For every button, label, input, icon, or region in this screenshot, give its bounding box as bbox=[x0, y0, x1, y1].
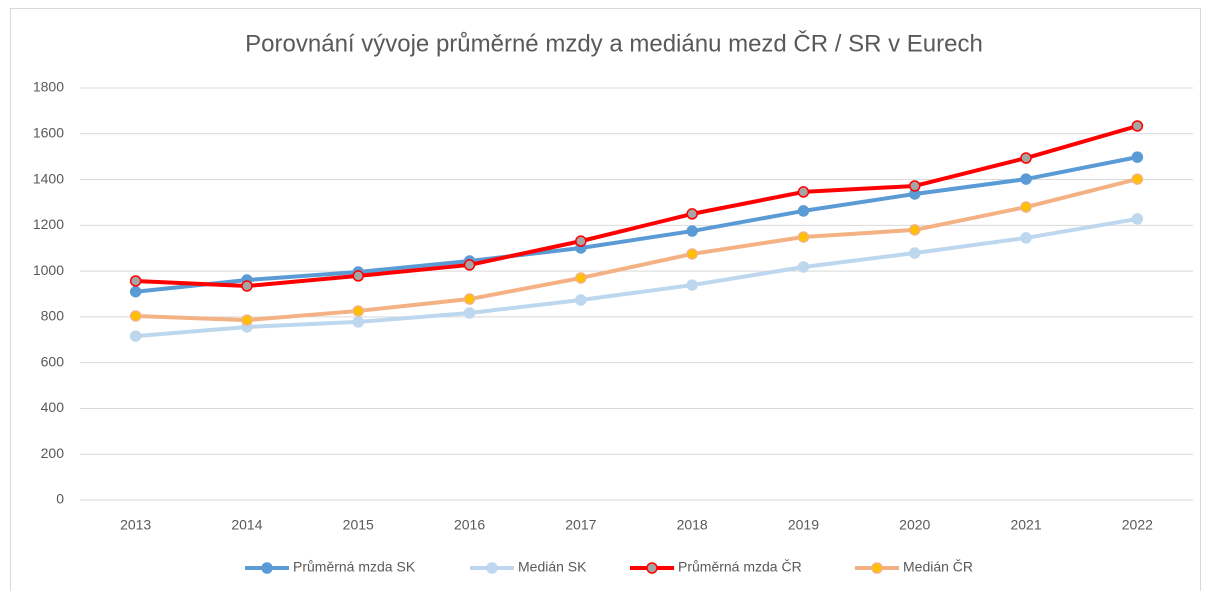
data-point bbox=[686, 208, 698, 220]
chart-title: Porovnání vývoje průměrné mzdy a mediánu… bbox=[245, 29, 983, 57]
y-tick-label: 1800 bbox=[33, 79, 64, 95]
x-tick-label: 2016 bbox=[454, 517, 485, 533]
x-tick-label: 2017 bbox=[565, 517, 596, 533]
y-tick-label: 600 bbox=[41, 353, 65, 369]
data-point bbox=[575, 294, 587, 306]
data-point bbox=[352, 305, 364, 317]
data-point bbox=[797, 205, 810, 217]
data-point bbox=[797, 231, 810, 243]
x-tick-label: 2013 bbox=[120, 517, 151, 533]
legend-marker bbox=[646, 562, 658, 574]
y-tick-label: 0 bbox=[56, 491, 64, 507]
data-point bbox=[352, 316, 364, 328]
data-point bbox=[129, 275, 142, 287]
legend-marker bbox=[871, 562, 883, 574]
data-point bbox=[909, 247, 921, 259]
data-point bbox=[352, 270, 364, 282]
data-point bbox=[129, 330, 142, 342]
data-point bbox=[463, 293, 476, 305]
series-line bbox=[135, 216, 1138, 339]
data-point bbox=[241, 280, 253, 292]
x-tick-label: 2022 bbox=[1122, 517, 1153, 533]
data-point bbox=[129, 285, 142, 298]
y-tick-label: 1600 bbox=[33, 124, 64, 140]
y-tick-label: 1000 bbox=[33, 262, 64, 278]
data-point bbox=[797, 186, 810, 198]
data-point bbox=[1131, 173, 1144, 185]
x-tick-label: 2015 bbox=[343, 517, 374, 533]
data-point bbox=[129, 310, 142, 322]
chart-border bbox=[10, 8, 1201, 591]
data-point bbox=[575, 272, 587, 284]
series-line bbox=[135, 177, 1138, 323]
legend-label: Průměrná mzda SK bbox=[293, 559, 416, 575]
data-point bbox=[1131, 213, 1144, 225]
data-point bbox=[241, 314, 253, 326]
data-point bbox=[1131, 120, 1144, 132]
data-point bbox=[1020, 201, 1032, 213]
legend-marker bbox=[486, 562, 498, 574]
x-tick-label: 2020 bbox=[899, 517, 930, 533]
data-point bbox=[1020, 232, 1032, 244]
y-tick-label: 200 bbox=[41, 445, 65, 461]
y-tick-label: 800 bbox=[41, 308, 65, 324]
x-tick-label: 2018 bbox=[677, 517, 708, 533]
data-point bbox=[797, 261, 810, 273]
x-tick-label: 2019 bbox=[788, 517, 819, 533]
legend-label: Medián SK bbox=[518, 559, 587, 575]
legend-marker bbox=[261, 562, 273, 574]
x-tick-label: 2014 bbox=[231, 517, 262, 533]
data-point bbox=[575, 235, 587, 247]
data-point bbox=[1020, 152, 1032, 164]
data-point bbox=[909, 224, 921, 236]
data-point bbox=[463, 259, 476, 271]
series-line bbox=[135, 124, 1138, 288]
y-tick-label: 400 bbox=[41, 399, 65, 415]
legend-label: Průměrná mzda ČR bbox=[678, 559, 802, 575]
data-point bbox=[1131, 151, 1144, 163]
data-point bbox=[686, 248, 698, 260]
data-point bbox=[1020, 173, 1032, 185]
y-tick-label: 1400 bbox=[33, 170, 64, 186]
x-tick-label: 2021 bbox=[1010, 517, 1041, 533]
data-point bbox=[909, 180, 921, 192]
data-point bbox=[686, 279, 698, 291]
series-line bbox=[135, 155, 1138, 294]
data-point bbox=[463, 307, 476, 319]
data-point bbox=[686, 225, 698, 237]
y-tick-label: 1200 bbox=[33, 216, 64, 232]
legend-label: Medián ČR bbox=[903, 559, 973, 575]
